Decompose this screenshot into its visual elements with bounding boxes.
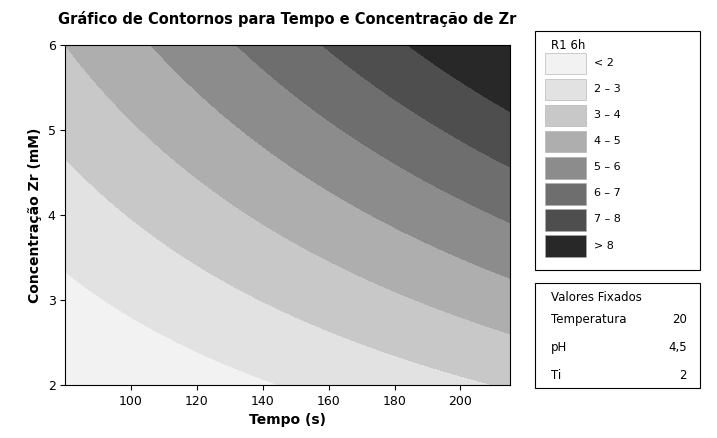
Text: R1 6h: R1 6h: [551, 39, 586, 53]
Bar: [545, 209, 586, 231]
Y-axis label: Concentração Zr (mM): Concentração Zr (mM): [28, 127, 42, 303]
Text: 3 – 4: 3 – 4: [594, 110, 621, 120]
Bar: [545, 79, 586, 100]
Text: Gráfico de Contornos para Tempo e Concentração de Zr: Gráfico de Contornos para Tempo e Concen…: [57, 11, 516, 27]
Text: Valores Fixados: Valores Fixados: [551, 291, 642, 304]
Text: 2: 2: [679, 368, 687, 381]
Text: 6 – 7: 6 – 7: [594, 188, 621, 198]
X-axis label: Tempo (s): Tempo (s): [249, 413, 326, 427]
Text: Ti: Ti: [551, 368, 561, 381]
Text: < 2: < 2: [594, 58, 614, 68]
Text: Temperatura: Temperatura: [551, 313, 627, 326]
Text: > 8: > 8: [594, 240, 614, 251]
Bar: [545, 53, 586, 74]
Text: 4,5: 4,5: [668, 341, 687, 354]
Text: 20: 20: [672, 313, 687, 326]
Bar: [545, 105, 586, 126]
Bar: [545, 157, 586, 179]
Text: 4 – 5: 4 – 5: [594, 136, 621, 146]
Text: 5 – 6: 5 – 6: [594, 162, 621, 172]
Text: 2 – 3: 2 – 3: [594, 84, 621, 94]
Bar: [545, 183, 586, 205]
Text: 7 – 8: 7 – 8: [594, 215, 621, 225]
Bar: [545, 235, 586, 257]
Bar: [545, 131, 586, 152]
Text: pH: pH: [551, 341, 568, 354]
